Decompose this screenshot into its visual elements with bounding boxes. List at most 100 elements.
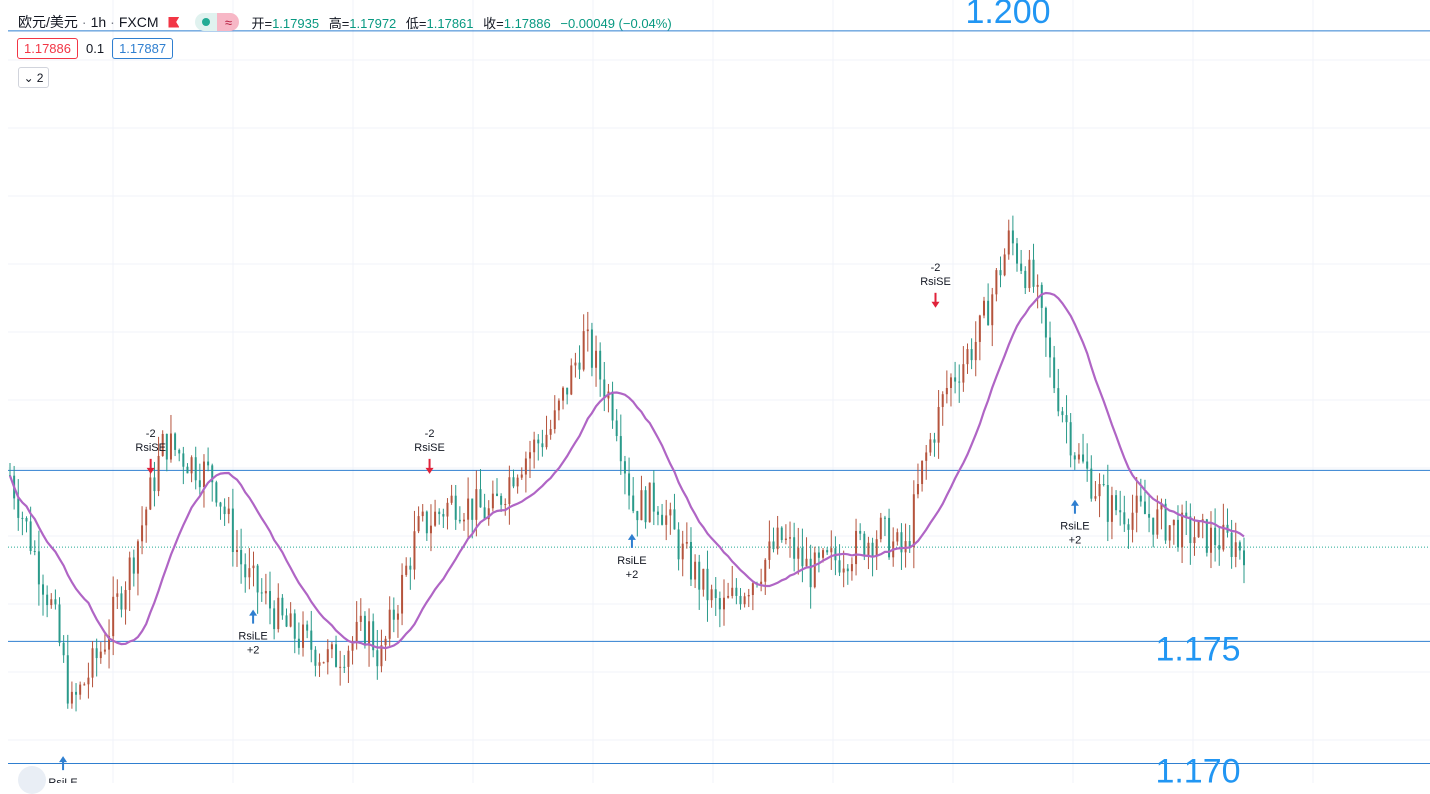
symbol-name[interactable]: 欧元/美元 [18, 14, 78, 30]
candle-body [974, 341, 977, 361]
candle-body [260, 592, 263, 594]
candle-body [446, 502, 449, 517]
candle-body [545, 434, 548, 448]
candle-body [562, 387, 565, 401]
candle-body [438, 511, 441, 515]
candle-body [1214, 527, 1217, 546]
interval-label[interactable]: 1h [90, 14, 107, 30]
candle-body [211, 465, 214, 483]
candle-body [1238, 542, 1241, 551]
flag-icon[interactable] [168, 16, 180, 28]
candle-body [318, 662, 321, 666]
candle-body [970, 349, 973, 361]
candle-body [289, 613, 292, 627]
candle-body [194, 457, 197, 481]
candle-body [178, 449, 181, 454]
candle-body [401, 574, 404, 614]
market-status-pill[interactable]: ≈ [195, 13, 240, 31]
change-value: −0.00049 (−0.04%) [560, 15, 672, 31]
candle-body [1110, 495, 1113, 522]
signal-name: RsiSE [920, 276, 951, 288]
candle-body [1065, 415, 1068, 423]
candle-body [339, 666, 342, 668]
candle-body [801, 547, 804, 567]
candle-body [553, 410, 556, 430]
candle-body [132, 557, 135, 574]
candle-body [1003, 254, 1006, 276]
candle-body [595, 350, 598, 368]
candle-body [495, 493, 498, 496]
candle-body [632, 495, 635, 512]
candle-body [896, 532, 899, 542]
candle-body [512, 477, 515, 487]
candle-body [504, 504, 507, 506]
candle-body [483, 507, 486, 520]
low-value: 1.17861 [426, 15, 474, 31]
market-open-icon [195, 13, 218, 31]
candle-body [269, 591, 272, 609]
candle-body [982, 300, 985, 316]
signal-qty: +2 [247, 645, 260, 657]
candle-body [1098, 484, 1101, 497]
candle-body [70, 691, 73, 704]
candle-body [421, 511, 424, 517]
candle-body [962, 364, 965, 383]
candle-body [380, 645, 383, 667]
buy-signal-arrowhead [1070, 499, 1079, 506]
candle-body [586, 329, 589, 332]
candle-body [388, 609, 391, 639]
candle-body [1164, 503, 1167, 541]
candle-body [747, 595, 750, 597]
candle-body [991, 294, 994, 326]
candle-body [124, 589, 127, 610]
signal-qty: +2 [626, 569, 639, 581]
candle-body [830, 548, 833, 553]
candle-body [409, 565, 412, 570]
candle-body [871, 542, 874, 556]
candle-body [368, 621, 371, 646]
candle-body [306, 624, 309, 631]
indicators-toggle-button[interactable]: ⌄ 2 [18, 67, 49, 88]
signal-name: RsiLE [617, 555, 646, 567]
candle-body [1032, 259, 1035, 287]
candle-body [541, 443, 544, 448]
candle-body [79, 684, 82, 695]
candle-body [145, 509, 148, 526]
candle-body [1069, 422, 1072, 456]
candle-body [599, 350, 602, 380]
signal-name: RsiLE [238, 631, 267, 643]
candle-body [29, 521, 32, 551]
candle-body [355, 621, 358, 642]
high-value: 1.17972 [349, 15, 397, 31]
candle-body [760, 581, 763, 585]
brand-logo-icon[interactable] [18, 766, 46, 794]
separator: · [81, 14, 87, 30]
candle-body [256, 565, 259, 593]
candle-body [566, 387, 569, 395]
candle-body [793, 537, 796, 559]
sell-button[interactable]: 1.17886 [17, 38, 78, 59]
candle-body [186, 466, 189, 474]
candle-body [1205, 519, 1208, 553]
candle-body [570, 365, 573, 395]
candle-body [1077, 454, 1080, 460]
candle-body [1131, 512, 1134, 530]
candle-body [888, 517, 891, 558]
candle-body [706, 568, 709, 601]
candle-body [933, 439, 936, 443]
candle-body [520, 474, 523, 478]
indicator-count: 2 [36, 70, 44, 85]
candle-body [252, 565, 255, 569]
candle-body [500, 495, 503, 505]
candle-body [112, 596, 115, 637]
candle-body [1044, 307, 1047, 338]
candle-body [867, 542, 870, 557]
buy-button[interactable]: 1.17887 [112, 38, 174, 59]
candle-body [925, 452, 928, 461]
candle-body [248, 568, 251, 578]
candle-body [1082, 454, 1085, 462]
candle-body [1040, 284, 1043, 308]
candle-body [768, 541, 771, 560]
candle-body [1176, 519, 1179, 548]
